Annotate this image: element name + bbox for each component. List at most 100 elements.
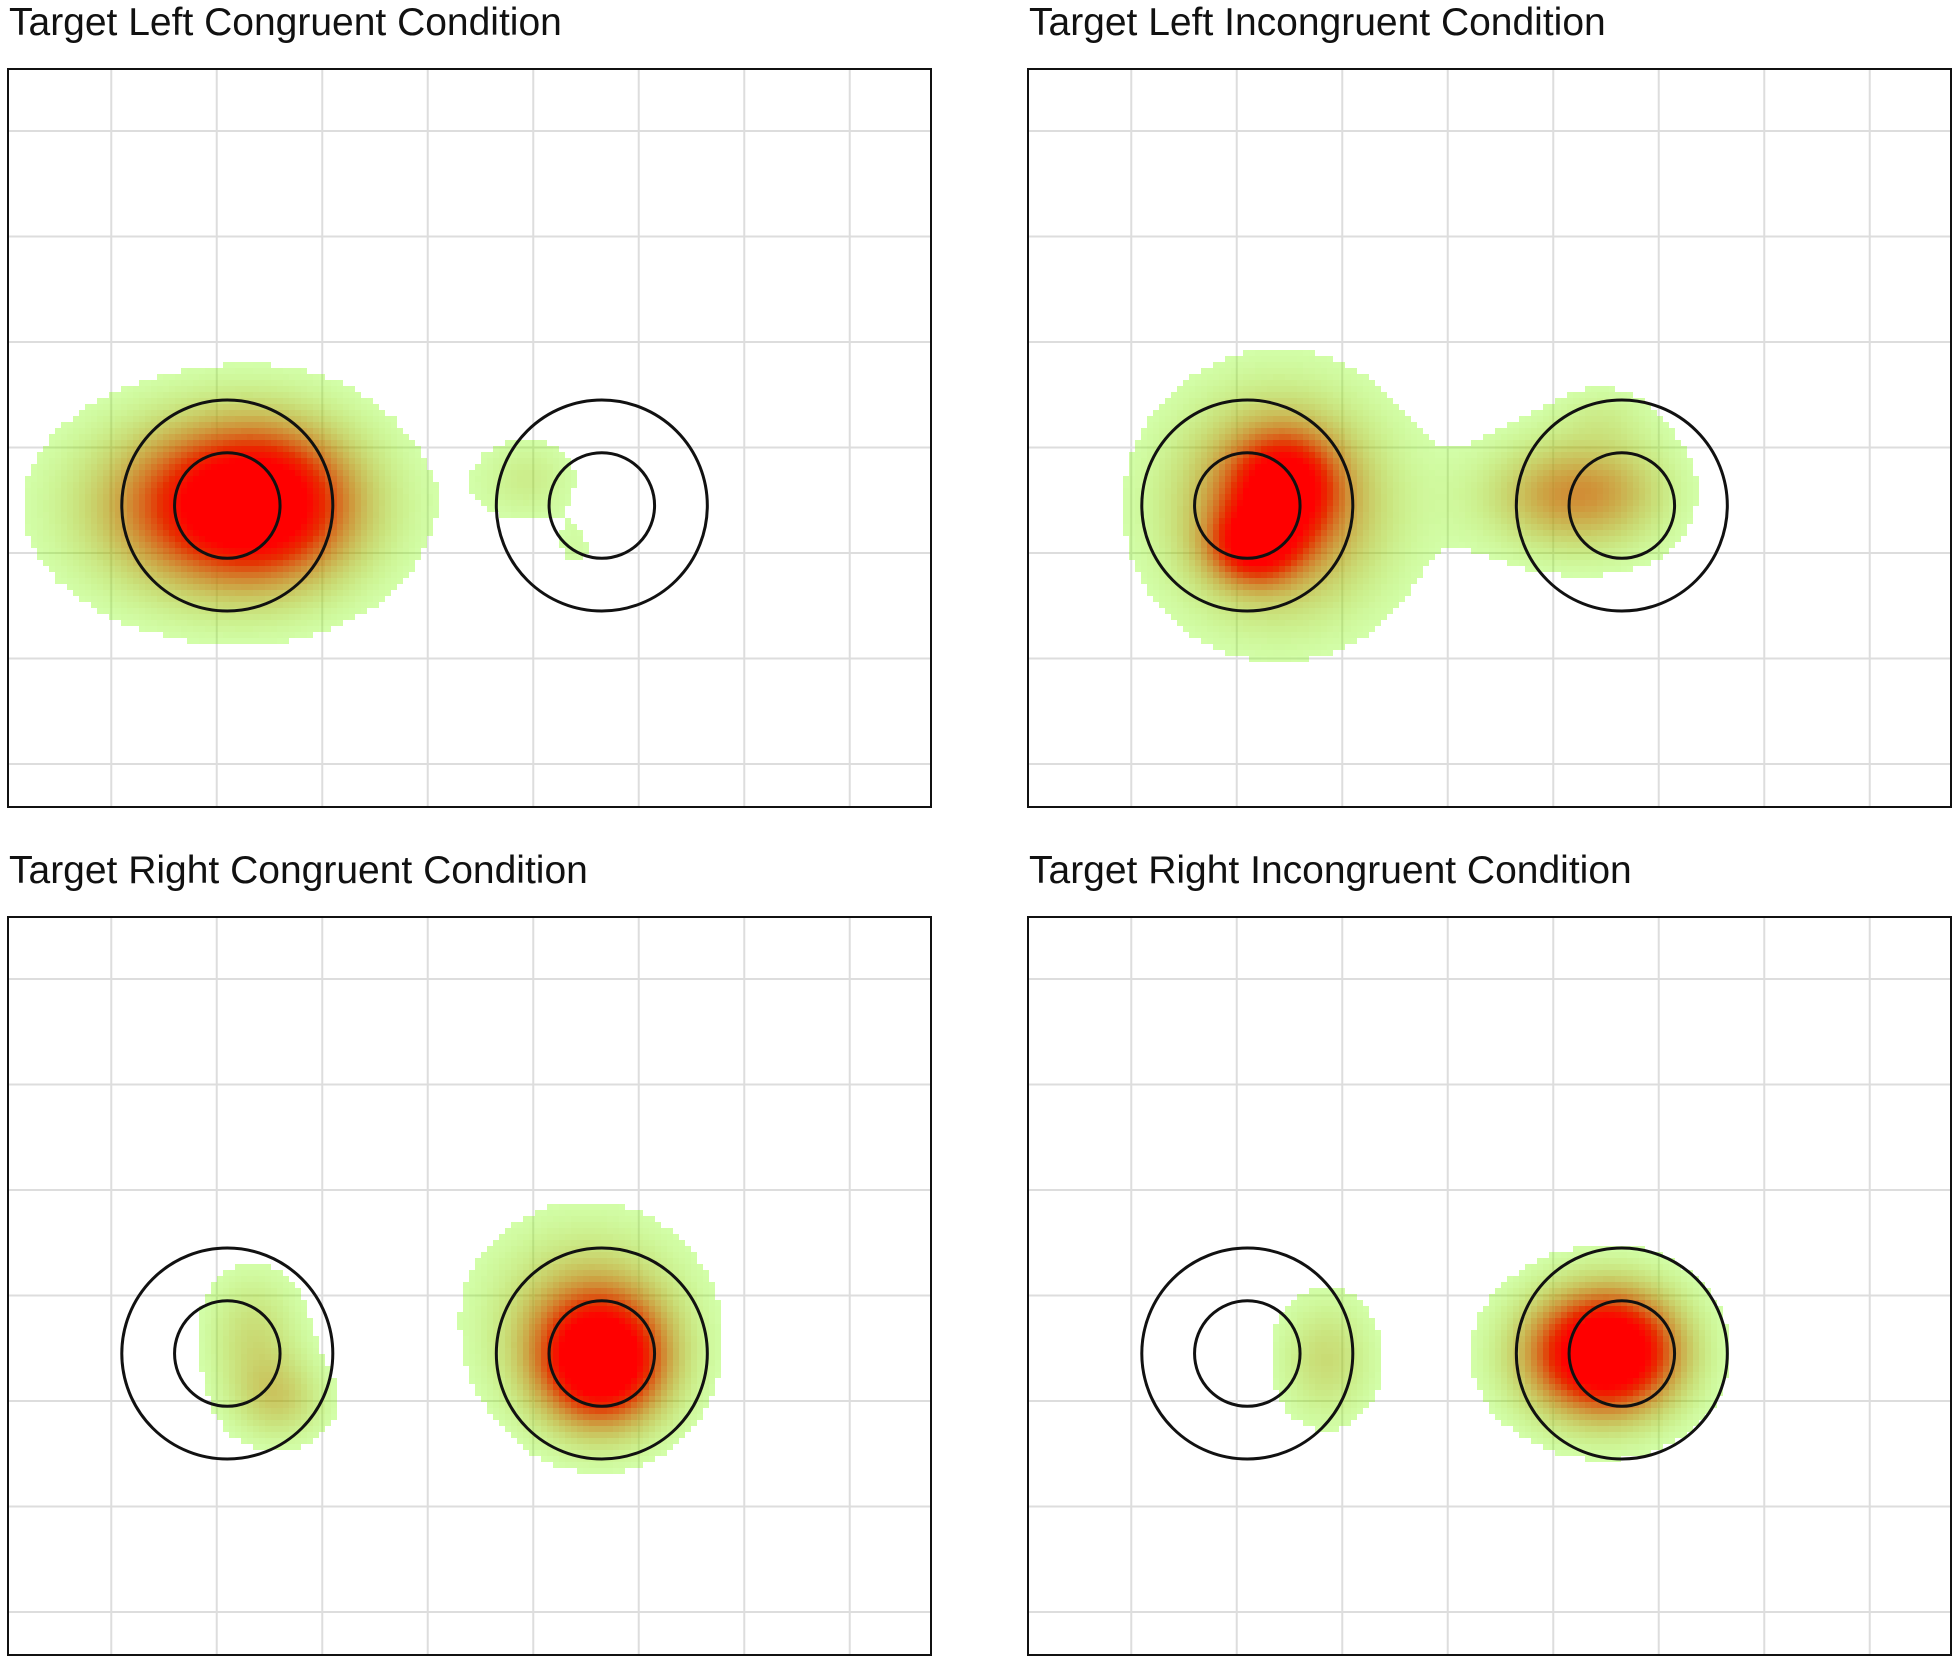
heat-cell: [1465, 518, 1471, 524]
heat-cell: [1363, 410, 1369, 416]
heat-cell: [1675, 518, 1681, 524]
heat-cell: [55, 428, 61, 434]
heat-cell: [1255, 530, 1261, 536]
heat-cell: [1357, 410, 1363, 416]
heat-cell: [55, 440, 61, 446]
heat-cell: [1543, 524, 1549, 530]
heat-cell: [31, 500, 37, 506]
heat-cell: [1261, 368, 1267, 374]
heat-cell: [151, 596, 157, 602]
heat-cell: [307, 500, 313, 506]
heat-cell: [1549, 434, 1555, 440]
heat-cell: [1255, 482, 1261, 488]
heat-cell: [1267, 374, 1273, 380]
heat-cell: [1177, 470, 1183, 476]
heat-cell: [1303, 422, 1309, 428]
heat-cell: [373, 452, 379, 458]
heat-cell: [133, 428, 139, 434]
heat-cell: [1627, 422, 1633, 428]
heat-cell: [1255, 374, 1261, 380]
heat-cell: [1393, 524, 1399, 530]
heat-cell: [271, 620, 277, 626]
heat-cell: [193, 572, 199, 578]
heat-cell: [1261, 458, 1267, 464]
heat-cell: [313, 488, 319, 494]
heat-cell: [307, 428, 313, 434]
heat-cell: [151, 422, 157, 428]
heat-cell: [253, 614, 259, 620]
heat-cell: [1411, 440, 1417, 446]
heat-cell: [181, 572, 187, 578]
heat-cell: [1237, 494, 1243, 500]
heat-cell: [1327, 380, 1333, 386]
heat-cell: [79, 470, 85, 476]
heat-cell: [1501, 488, 1507, 494]
heat-cell: [349, 446, 355, 452]
heat-cell: [325, 398, 331, 404]
heat-cell: [1177, 458, 1183, 464]
heat-cell: [109, 392, 115, 398]
heat-cell: [247, 470, 253, 476]
heat-cell: [1573, 428, 1579, 434]
heat-cell: [61, 476, 67, 482]
heat-cell: [1279, 512, 1285, 518]
heat-cell: [43, 512, 49, 518]
heat-cell: [1435, 470, 1441, 476]
heat-cell: [73, 578, 79, 584]
heat-cell: [1543, 446, 1549, 452]
heat-cell: [1609, 518, 1615, 524]
heat-cell: [289, 506, 295, 512]
heat-cell: [241, 458, 247, 464]
heat-cell: [1639, 458, 1645, 464]
heat-cell: [313, 506, 319, 512]
heat-cell: [1315, 386, 1321, 392]
heat-cell: [1363, 476, 1369, 482]
heat-cell: [271, 392, 277, 398]
heat-cell: [1189, 458, 1195, 464]
heat-cell: [67, 572, 73, 578]
heat-cell: [1267, 428, 1273, 434]
heat-cell: [1297, 350, 1303, 356]
heat-cell: [433, 500, 439, 506]
heat-cell: [1327, 482, 1333, 488]
heat-cell: [1333, 524, 1339, 530]
heat-cell: [1447, 500, 1453, 506]
heat-cell: [139, 626, 145, 632]
heat-cell: [1681, 512, 1687, 518]
heat-cell: [175, 626, 181, 632]
heat-cell: [1297, 452, 1303, 458]
heat-cell: [223, 542, 229, 548]
heat-cell: [271, 632, 277, 638]
heat-cell: [1603, 458, 1609, 464]
heat-cell: [1195, 500, 1201, 506]
heat-cell: [1657, 488, 1663, 494]
heat-cell: [289, 452, 295, 458]
heat-cell: [79, 524, 85, 530]
heat-cell: [349, 404, 355, 410]
heat-cell: [187, 410, 193, 416]
heat-cell: [199, 392, 205, 398]
heat-cell: [1201, 518, 1207, 524]
heat-cell: [349, 578, 355, 584]
heat-cell: [121, 620, 127, 626]
heat-cell: [1603, 386, 1609, 392]
heat-cell: [1225, 512, 1231, 518]
heat-cell: [1621, 518, 1627, 524]
heat-cell: [283, 368, 289, 374]
heat-cell: [1495, 530, 1501, 536]
heat-cell: [1243, 350, 1249, 356]
panel-title: Target Left Congruent Condition: [9, 1, 562, 44]
heat-cell: [1315, 476, 1321, 482]
heat-cell: [1369, 512, 1375, 518]
heat-cell: [1267, 530, 1273, 536]
heat-cell: [1327, 524, 1333, 530]
heat-cell: [421, 500, 427, 506]
heat-cell: [175, 380, 181, 386]
heat-cell: [1537, 482, 1543, 488]
heat-cell: [229, 536, 235, 542]
heat-cell: [337, 542, 343, 548]
heat-cell: [181, 374, 187, 380]
heat-cell: [241, 476, 247, 482]
heat-cell: [325, 542, 331, 548]
heat-cell: [283, 578, 289, 584]
